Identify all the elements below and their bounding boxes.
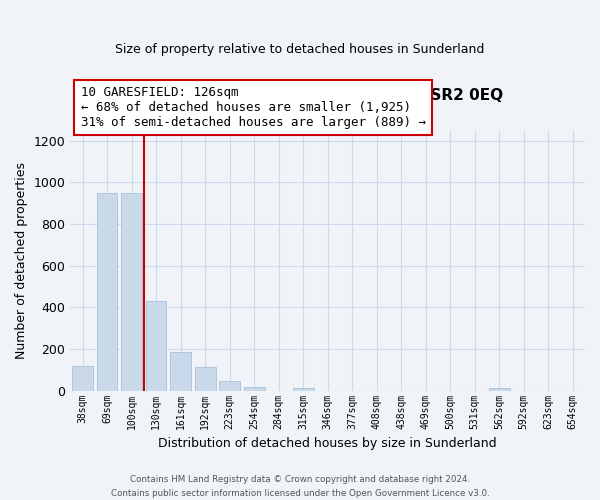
Text: 10 GARESFIELD: 126sqm
← 68% of detached houses are smaller (1,925)
31% of semi-d: 10 GARESFIELD: 126sqm ← 68% of detached … [80, 86, 425, 129]
Bar [146, 301, 166, 390]
Bar [194, 366, 215, 390]
Bar [293, 388, 314, 390]
Y-axis label: Number of detached properties: Number of detached properties [15, 162, 28, 359]
X-axis label: Distribution of detached houses by size in Sunderland: Distribution of detached houses by size … [158, 437, 497, 450]
Bar [219, 381, 240, 390]
Bar [97, 193, 118, 390]
Bar [170, 352, 191, 391]
Text: Size of property relative to detached houses in Sunderland: Size of property relative to detached ho… [115, 42, 485, 56]
Bar [489, 388, 509, 390]
Bar [244, 387, 265, 390]
Bar [72, 366, 93, 390]
Title: 10, GARESFIELD, SUNDERLAND, SR2 0EQ: 10, GARESFIELD, SUNDERLAND, SR2 0EQ [152, 88, 503, 103]
Text: Contains HM Land Registry data © Crown copyright and database right 2024.
Contai: Contains HM Land Registry data © Crown c… [110, 476, 490, 498]
Bar [121, 193, 142, 390]
